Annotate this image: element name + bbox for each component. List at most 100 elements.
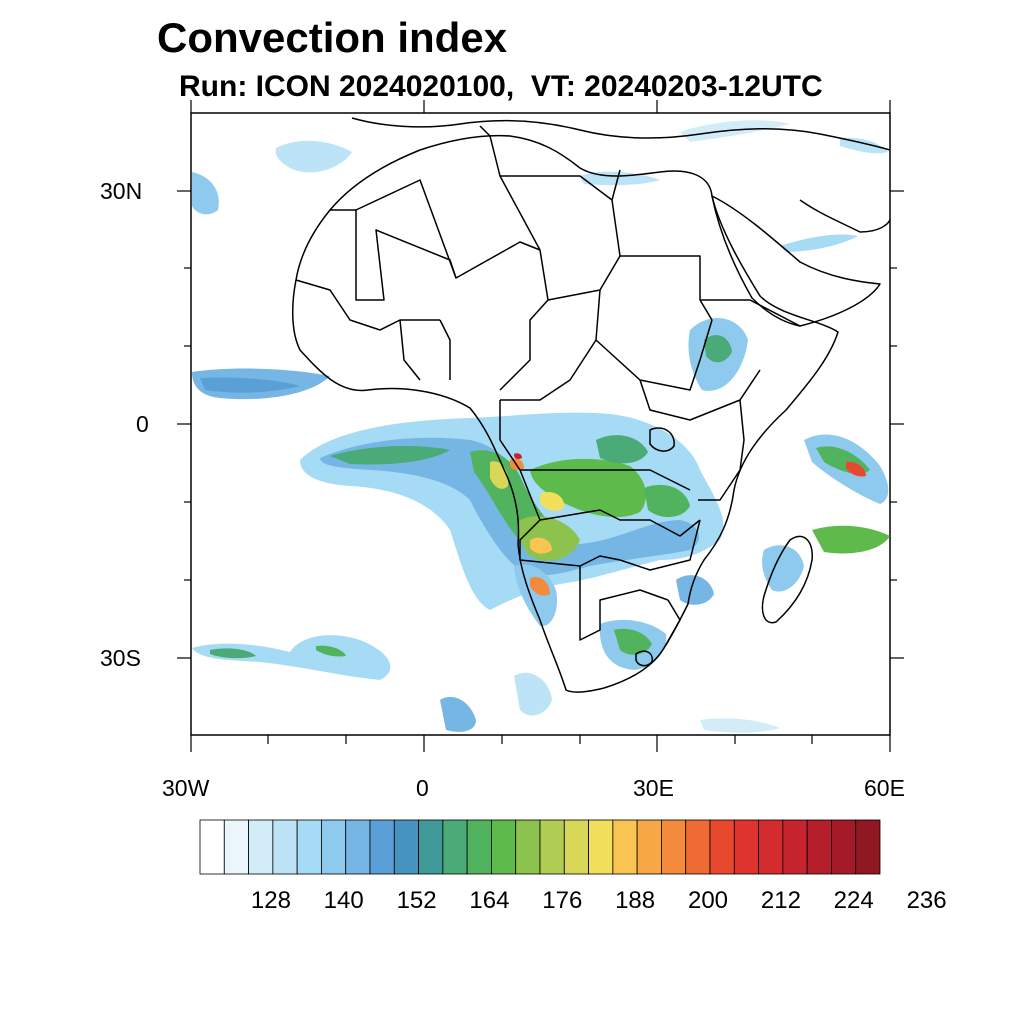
chart-subtitle: Run: ICON 2024020100, VT: 20240203-12UTC (179, 70, 823, 103)
lat-label-30n: 30N (100, 178, 143, 204)
country-border (499, 400, 691, 491)
colorbar-box (491, 819, 517, 875)
colorbar-tick-label: 200 (687, 887, 729, 914)
colorbar-box (563, 819, 589, 875)
axis-ticks (177, 100, 904, 752)
colorbar-tick-label: 224 (833, 887, 874, 914)
lon-label-60e: 60E (864, 775, 905, 801)
colorbar-box (539, 819, 565, 875)
convection-blob (530, 576, 550, 596)
lat-label-0: 0 (136, 411, 149, 437)
country-border (355, 179, 457, 279)
colorbar-box (442, 819, 468, 875)
country-border (330, 209, 549, 391)
colorbar-box (272, 819, 298, 875)
convection-blob (840, 137, 888, 154)
colorbar-box (199, 819, 225, 875)
madagascar-coastline (761, 535, 813, 624)
colorbar-box (393, 819, 419, 875)
convection-blob (812, 525, 890, 554)
convection-blob (210, 648, 256, 659)
convection-blob (700, 718, 780, 733)
lon-label-30e: 30E (633, 775, 674, 801)
arabia-gulf-coast (799, 199, 891, 233)
lesotho-border (635, 650, 653, 667)
colorbar-box (588, 819, 614, 875)
colorbar-box (296, 819, 322, 875)
colorbar-box (345, 819, 371, 875)
colorbar-box (782, 819, 808, 875)
colorbar-box (223, 819, 249, 875)
convection-blob (440, 696, 476, 732)
convection-blob (330, 446, 450, 465)
country-border (611, 169, 621, 201)
convection-blob (275, 140, 352, 173)
country-border (479, 125, 491, 137)
convection-blob (680, 120, 790, 142)
convection-blob (846, 461, 866, 477)
country-border (295, 279, 440, 331)
africa-coastline (291, 134, 839, 693)
convection-blob (530, 458, 646, 518)
convection-blob (596, 435, 648, 464)
convection-blob (530, 537, 552, 554)
country-border (639, 369, 761, 421)
lon-label-0: 0 (416, 775, 429, 801)
colorbar-tick-label: 128 (250, 887, 291, 914)
colorbar-tick-label: 212 (760, 887, 801, 914)
lat-label-30s: 30S (100, 645, 141, 671)
colorbar-box (806, 819, 832, 875)
convection-blob (676, 575, 714, 605)
country-border (439, 319, 451, 380)
country-border (700, 299, 801, 327)
colorbar-box (321, 819, 347, 875)
convection-blob (316, 645, 346, 657)
colorbar-box (733, 819, 759, 875)
country-border (619, 519, 701, 571)
convection-blob (614, 628, 652, 655)
convection-blob (192, 172, 219, 215)
chart-title: Convection index (157, 14, 508, 61)
country-border (595, 319, 713, 391)
colorbar-box (466, 819, 492, 875)
colorbar-box (685, 819, 711, 875)
coastlines-and-borders (291, 117, 891, 693)
country-border (399, 319, 421, 381)
colorbar-tick-label: 140 (323, 887, 364, 914)
country-border (579, 566, 669, 641)
convection-blob (704, 335, 732, 363)
colorbar-box (758, 819, 784, 875)
colorbar-box (831, 819, 857, 875)
convection-blob (200, 377, 300, 393)
lake-victoria (649, 427, 675, 452)
country-border (500, 175, 621, 301)
colorbar-box (418, 819, 444, 875)
lon-label-30w: 30W (162, 775, 210, 801)
colorbar-box (661, 819, 687, 875)
colorbar-tick-label: 188 (615, 887, 656, 914)
europe-coastline (351, 117, 891, 151)
country-border (663, 599, 681, 649)
convection-blob (514, 453, 522, 460)
convection-blob (644, 484, 690, 518)
colorbar-box (855, 819, 881, 875)
colorbar-tick-label: 152 (396, 887, 437, 914)
colorbar-box (636, 819, 662, 875)
convection-blob (780, 234, 858, 252)
convection-blob (540, 491, 565, 511)
colorbar-box (515, 819, 541, 875)
convection-field (192, 120, 890, 733)
country-border (620, 255, 713, 321)
country-border (519, 519, 621, 567)
country-border (698, 399, 745, 501)
colorbar-tick-label: 176 (542, 887, 583, 914)
country-border (489, 135, 541, 251)
country-border (500, 289, 601, 401)
colorbar-box (709, 819, 735, 875)
arabia-coastline (711, 195, 881, 327)
convection-blob (762, 545, 804, 592)
convection-blob (514, 672, 552, 716)
colorbar (199, 819, 881, 875)
colorbar-box (248, 819, 274, 875)
